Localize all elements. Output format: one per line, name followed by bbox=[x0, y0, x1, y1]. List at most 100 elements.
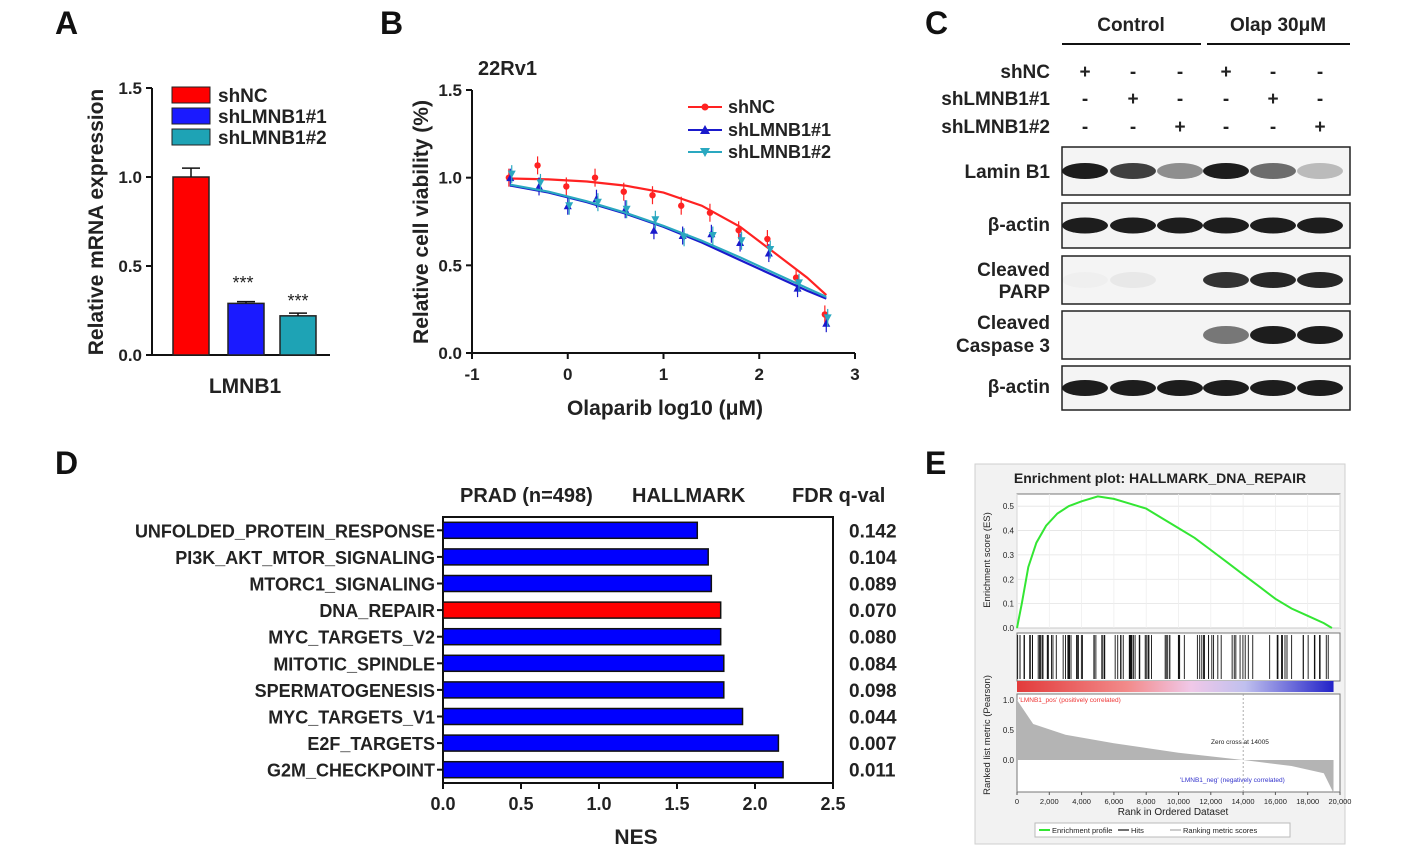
a-bar-shLMNB1#2 bbox=[279, 315, 317, 356]
gsea-pos-label: 'LMNB1_pos' (positively correlated) bbox=[1019, 697, 1121, 704]
gsea-title: Enrichment plot: HALLMARK_DNA_REPAIR bbox=[1014, 470, 1306, 486]
panel-d-xlabel: NES bbox=[614, 826, 657, 849]
blot-band-4-5 bbox=[1297, 380, 1343, 396]
e-xtick-label: 20,000 bbox=[1329, 797, 1352, 806]
d-frame bbox=[442, 516, 834, 784]
gsea-neg-label: 'LMNB1_neg' (negatively correlated) bbox=[1180, 777, 1285, 784]
blot-band-3-3 bbox=[1203, 326, 1249, 344]
panel-letter-c: C bbox=[925, 5, 949, 41]
d-bar-spermatogenesis bbox=[442, 681, 725, 699]
b-ytick-label: 1.5 bbox=[438, 81, 462, 100]
e-ytick-label: 0.4 bbox=[1003, 527, 1015, 536]
b-point-shLMNB1#2 bbox=[766, 246, 775, 254]
b-point-shNC bbox=[706, 209, 714, 216]
d-xtick-label: 0.0 bbox=[430, 794, 455, 814]
a-ytick-label: 1.5 bbox=[118, 79, 142, 98]
d-fdr-value: 0.104 bbox=[849, 548, 897, 569]
sign-0-3: + bbox=[1220, 62, 1231, 83]
group-control: Control bbox=[1097, 15, 1165, 36]
legend-b-sh1: shLMNB1#1 bbox=[728, 120, 831, 140]
b-point-shNC bbox=[735, 227, 742, 234]
b-point-shNC bbox=[563, 183, 570, 190]
e-xtick-label: 8,000 bbox=[1137, 797, 1156, 806]
e-xtick-label: 2,000 bbox=[1040, 797, 1059, 806]
blot-band-4-2 bbox=[1157, 380, 1203, 396]
panel-letter-e: E bbox=[925, 445, 947, 481]
b-point-shLMNB1#1 bbox=[822, 319, 831, 327]
panel-a-ylabel: Relative mRNA expression bbox=[85, 89, 108, 356]
blot-label-lamin: Lamin B1 bbox=[964, 162, 1050, 183]
e-ytick-label: 0.0 bbox=[1003, 624, 1015, 633]
sign-1-2: - bbox=[1177, 89, 1183, 110]
b-curve-shLMNB1#2 bbox=[510, 183, 827, 298]
blot-band-0-5 bbox=[1297, 163, 1343, 179]
e-ytick-label: 0.5 bbox=[1003, 502, 1015, 511]
e-xtick-label: 18,000 bbox=[1296, 797, 1319, 806]
panel-a-xlabel: LMNB1 bbox=[209, 375, 282, 398]
d-fdr-value: 0.080 bbox=[849, 628, 897, 649]
d-category-label: MYC_TARGETS_V2 bbox=[268, 628, 435, 648]
blot-label-parp1: Cleaved bbox=[977, 260, 1050, 281]
blot-band-1-2 bbox=[1157, 217, 1203, 234]
sign-2-0: - bbox=[1082, 117, 1088, 138]
blot-band-2-4 bbox=[1250, 272, 1296, 288]
panel-a-bar-chart: Relative mRNA expression LMNB1 0.0 0.5 1.0… bbox=[85, 79, 330, 398]
blot-label-actin2: β-actin bbox=[988, 377, 1050, 398]
d-bar-e2f_targets bbox=[442, 734, 780, 752]
b-point-shLMNB1#2 bbox=[737, 237, 746, 245]
b-point-shLMNB1#2 bbox=[507, 170, 516, 179]
blot-band-0-2 bbox=[1157, 163, 1203, 179]
b-xtick-label: 0 bbox=[563, 365, 572, 384]
b-point-shNC bbox=[591, 174, 599, 181]
e-ytick-label: 0.3 bbox=[1003, 551, 1015, 560]
e-ytick-label: 0.1 bbox=[1003, 600, 1015, 609]
panel-a-legend: shNC shLMNB1#1 shLMNB1#2 bbox=[171, 86, 327, 149]
panel-a-sig-1: *** bbox=[232, 273, 253, 293]
d-category-label: PI3K_AKT_MTOR_SIGNALING bbox=[175, 548, 435, 568]
legend-label-shnc: shNC bbox=[218, 86, 268, 107]
gsea-legend-es: Enrichment profile bbox=[1052, 826, 1112, 835]
d-bar-dna_repair bbox=[442, 601, 722, 619]
panel-b-xlabel: Olaparib log10 (μM) bbox=[567, 397, 763, 420]
b-point-shNC bbox=[764, 235, 771, 243]
e-rank-bar bbox=[1017, 681, 1334, 692]
sign-2-3: - bbox=[1223, 117, 1229, 138]
d-fdr-value: 0.011 bbox=[849, 761, 896, 782]
sign-0-1: - bbox=[1130, 62, 1136, 83]
d-category-label: MTORC1_SIGNALING bbox=[249, 575, 435, 595]
e-metric-ytick: 1.0 bbox=[1003, 696, 1015, 705]
d-category-label: MYC_TARGETS_V1 bbox=[268, 708, 435, 728]
d-bar-g2m_checkpoint bbox=[442, 760, 784, 779]
panel-b-dose-response: 22Rv1 Relative cell viability (%) Olapar… bbox=[410, 58, 860, 420]
panel-d-chart: 0.0 0.5 1.0 1.5 2.0 2.5 UNFOLDED_PROTEIN_RESPO… bbox=[135, 516, 897, 814]
blot-label-parp2: PARP bbox=[999, 282, 1051, 303]
blot-band-1-5 bbox=[1297, 217, 1343, 234]
d-category-label: SPERMATOGENESIS bbox=[255, 681, 435, 701]
b-point-shLMNB1#2 bbox=[794, 279, 803, 287]
group-olap: Olap 30μM bbox=[1230, 15, 1326, 36]
panel-letter-d: D bbox=[55, 445, 79, 481]
b-point-shNC bbox=[678, 202, 685, 209]
row-label-sh1: shLMNB1#1 bbox=[941, 89, 1050, 110]
panel-b-axes: 0.0 0.5 1.0 1.5 -1 0 1 2 3 bbox=[438, 81, 859, 384]
e-ytick-label: 0.2 bbox=[1003, 575, 1015, 584]
gsea-legend-hits: Hits bbox=[1131, 826, 1144, 835]
sign-1-4: + bbox=[1267, 89, 1278, 110]
blot-band-0-0 bbox=[1062, 163, 1108, 179]
legend-swatch-shnc bbox=[171, 86, 211, 104]
legend-marker-sh1 bbox=[700, 125, 710, 134]
blot-band-0-3 bbox=[1203, 163, 1249, 179]
d-fdr-value: 0.098 bbox=[849, 681, 897, 702]
gsea-legend: Enrichment profile Hits Ranking metric s… bbox=[1034, 822, 1291, 838]
blot-band-3-4 bbox=[1250, 326, 1296, 344]
b-point-shLMNB1#2 bbox=[708, 232, 717, 240]
sign-2-5: + bbox=[1314, 117, 1325, 138]
sign-2-4: - bbox=[1270, 117, 1276, 138]
b-xtick-label: -1 bbox=[464, 365, 479, 384]
blot-band-1-0 bbox=[1062, 217, 1108, 234]
e-metric-area bbox=[1017, 700, 1334, 793]
sign-0-4: - bbox=[1270, 62, 1276, 83]
legend-swatch-sh2 bbox=[171, 128, 211, 146]
blot-band-4-1 bbox=[1110, 380, 1156, 396]
a-ytick-label: 0.5 bbox=[118, 257, 142, 276]
